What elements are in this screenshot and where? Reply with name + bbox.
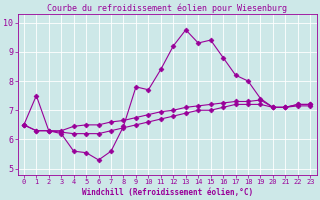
X-axis label: Windchill (Refroidissement éolien,°C): Windchill (Refroidissement éolien,°C) (82, 188, 253, 197)
Title: Courbe du refroidissement éolien pour Wiesenburg: Courbe du refroidissement éolien pour Wi… (47, 3, 287, 13)
